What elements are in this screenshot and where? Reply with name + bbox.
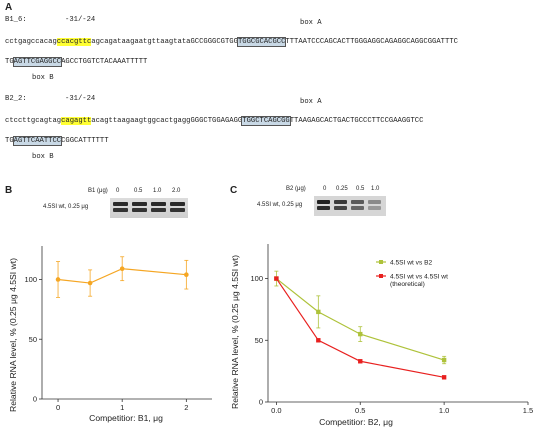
panel-b-lane-0: 0 (116, 188, 120, 194)
panel-b-gel-image (110, 198, 188, 218)
panel-c-legend-swatch-marker (379, 260, 383, 264)
seq1-box-a-label: box A (300, 19, 322, 27)
panel-b-y-tick-label: 50 (29, 335, 37, 344)
seq1-line1-post: TTTAATCCCAGCACTTGGGAGGCAGAGGCAGGCGGATTTC (285, 38, 458, 46)
panel-b-lane-3: 2.0 (172, 188, 181, 194)
panel-c-point (358, 331, 363, 337)
panel-b-point (184, 272, 189, 277)
panel-b-point (87, 280, 93, 286)
panel-b-axes: 0 1 2 0 50 100 (24, 246, 212, 412)
panel-c-ylabel: Relative RNA level, % (0.25 μg 4.5SI wt) (230, 255, 240, 409)
panel-c-point (358, 359, 363, 364)
panel-c-gel-row-label: 4.5SI wt, 0.25 μg (257, 202, 303, 208)
panel-c-y-tick-label: 0 (259, 398, 263, 407)
panel-b-x-tick-label: 2 (184, 403, 188, 412)
panel-b-lane-1: 0.5 (134, 188, 143, 194)
panel-b-y-tick-label: 0 (33, 395, 37, 404)
panel-b-lane-2: 1.0 (153, 188, 162, 194)
panel-c-marks (274, 270, 447, 380)
panel-c-xlabel: Competitior: B2, μg (319, 417, 393, 427)
panel-b-chart: 0 1 2 0 50 100 Relative RNA level, % (0.25 μg… (8, 246, 212, 423)
panel-c-x-tick-label: 1.0 (439, 406, 449, 415)
panel-b-y-tick-label: 100 (24, 275, 37, 284)
seq1-box-b-label: box B (32, 74, 54, 82)
panel-b-ylabel: Relative RNA level, % (0.25 μg 4.5SI wt) (8, 258, 18, 412)
panel-c-point (316, 309, 321, 315)
panel-c-y-tick-label: 50 (255, 336, 263, 345)
panel-b-x-tick-label: 1 (120, 403, 124, 412)
seq1-tata-highlight: ccacgttc (56, 38, 92, 46)
panel-c-x-tick-label: 0.5 (355, 406, 365, 415)
seq2-line1-pre: ctccttgcagtag (5, 117, 62, 125)
panel-c-lane-1: 0.25 (336, 186, 348, 192)
panel-c-point (441, 375, 447, 380)
panel-c-legend-swatch-marker (379, 274, 383, 278)
panel-b-gel-header: B1 (μg) (88, 188, 108, 194)
panel-c-x-tick-label: 1.5 (523, 406, 533, 415)
panel-b-letter: B (5, 185, 13, 196)
panel-c-point (274, 276, 279, 281)
seq1-line2-post: AGCCTGGTCTACAAATTTTT (61, 58, 148, 66)
panel-c-gel-image (314, 196, 386, 216)
seq2-line1-post: TTAAGAGCACTGACTGCCCTTCCGAAGGTCC (289, 117, 424, 125)
panel-c-legend-label-1-cont: (theoretical) (390, 281, 425, 288)
seq2-tata-highlight: cagagtt (61, 117, 92, 125)
panel-b-series-line-0 (57, 268, 187, 284)
seq2-box-a: TGGCTCAGCGG (241, 116, 291, 126)
seq1-line2: TGAGTTCGAGGCCAGCCTGGTCTACAAATTTTT (5, 57, 148, 67)
seq1-line1-pre: cctgagccacag (5, 38, 57, 46)
seq1-box-b: AGTTCGAGGCC (12, 57, 63, 67)
seq1-position-label: -31/-24 (65, 16, 96, 24)
seq1-line1: cctgagccacagccacgttcagcagataagaatgttaagt… (5, 37, 458, 47)
panel-c-legend-label-0: 4.5SI wt vs B2 (390, 259, 432, 266)
panel-c-legend: 4.5SI wt vs B2 4.5SI wt vs 4.5SI wt(theor… (376, 259, 448, 288)
panel-c-lane-0: 0 (323, 186, 327, 192)
seq1-line1-mid: agcagataagaatgttaagtataGCCGGGCGTGG (91, 38, 238, 46)
panel-c-legend-label-1: 4.5SI wt vs 4.5SI wt (390, 273, 448, 280)
seq2-box-a-label: box A (300, 98, 322, 106)
panel-b-point (55, 277, 61, 282)
panel-c-lane-2: 0.5 (356, 186, 365, 192)
seq2-line2-pre: TG (5, 137, 14, 145)
seq2-line2: TGAGTTCAATTCCCGGCATTTTTT (5, 136, 109, 146)
seq2-box-b: AGTTCAATTCC (12, 136, 63, 146)
seq2-line1: ctccttgcagtagcagagttacagttaagaagtggcactg… (5, 116, 424, 126)
seq2-line1-mid: acagttaagaagtggcactgaggGGGCTGGAGAGG (91, 117, 243, 125)
panel-b-xlabel: Competitior: B1, μg (89, 413, 163, 423)
panel-c-series-line-1 (275, 278, 445, 378)
seq1-box-a: TGGCGCACGCC (236, 37, 287, 47)
seq2-box-b-label: box B (32, 153, 54, 161)
panel-c-point (441, 357, 447, 363)
panel-c-gel-header: B2 (μg) (286, 186, 306, 192)
panel-b-gel-row-label: 4.5SI wt, 0.25 μg (43, 204, 89, 210)
seq2-line2-post: CGGCATTTTTT (61, 137, 109, 145)
panel-c-x-tick-label: 0.0 (271, 406, 281, 415)
seq2-position-label: -31/-24 (65, 95, 96, 103)
panel-b-x-tick-label: 0 (56, 403, 60, 412)
panel-c-point (316, 338, 321, 343)
seq1-line2-pre: TG (5, 58, 14, 66)
panel-c-axes: 0.0 0.5 1.0 1.5 0 50 100 (250, 244, 533, 415)
panel-c-lane-3: 1.0 (371, 186, 380, 192)
seq1-name: B1_6: (5, 16, 27, 24)
panel-b-marks (55, 256, 189, 298)
panel-c-y-tick-label: 100 (250, 274, 263, 283)
panel-c-series-line-0 (276, 278, 445, 361)
panel-c-letter: C (230, 185, 238, 196)
panel-a-letter: A (5, 2, 13, 13)
seq2-name: B2_2: (5, 95, 27, 103)
panel-b-point (119, 266, 125, 272)
